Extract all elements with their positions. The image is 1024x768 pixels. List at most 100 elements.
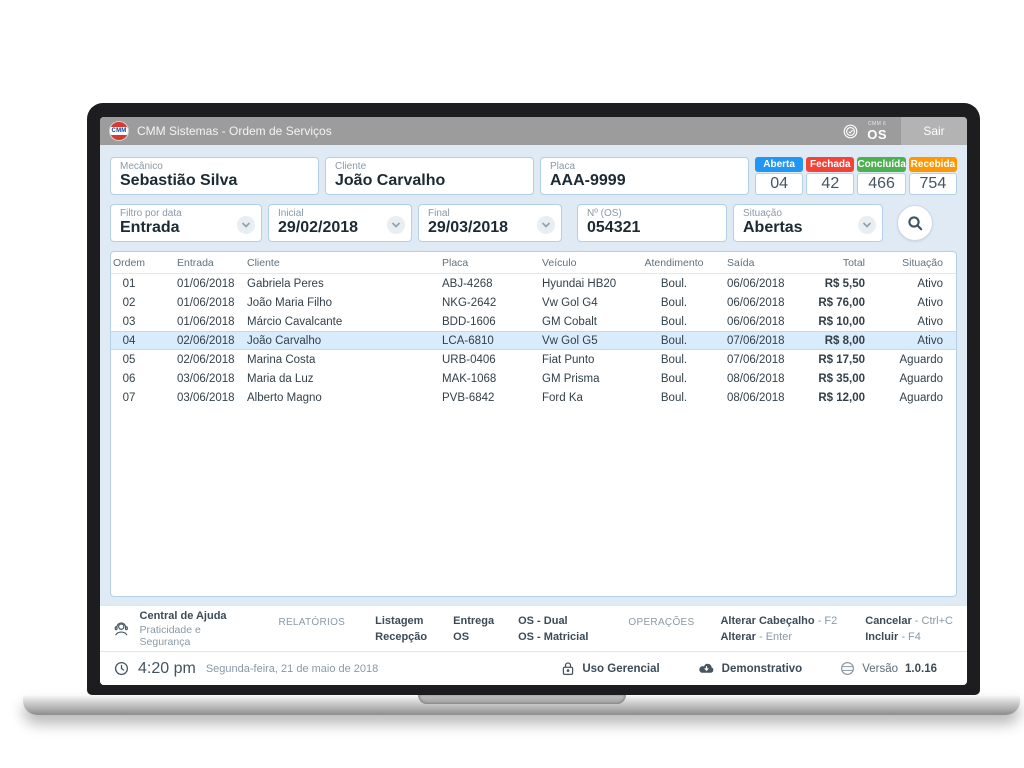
shortcut-key: - F4: [901, 630, 921, 643]
table-row[interactable]: 01 01/06/2018 Gabriela Peres ABJ-4268 Hy…: [111, 274, 956, 293]
report-os-matricial[interactable]: OS - Matricial: [518, 630, 589, 643]
cell-situacao: Ativo: [917, 315, 943, 328]
op-incluir[interactable]: Incluir - F4: [865, 630, 921, 643]
table-row[interactable]: 02 01/06/2018 João Maria Filho NKG-2642 …: [111, 293, 956, 312]
end-date-select[interactable]: Final 29/03/2018: [418, 204, 562, 242]
plate-field[interactable]: Placa AAA-9999: [540, 157, 749, 195]
situation-select[interactable]: Situação Abertas: [733, 204, 883, 242]
help-subtitle: Praticidade e Segurança: [139, 623, 201, 648]
cell-total: R$ 17,50: [818, 353, 865, 366]
cell-saida: 08/06/2018: [727, 391, 785, 404]
chevron-down-icon[interactable]: [858, 216, 876, 234]
table-row[interactable]: 06 03/06/2018 Maria da Luz MAK-1068 GM P…: [111, 369, 956, 388]
cmm-logo-icon: CMM: [110, 122, 128, 140]
os-badge-small-text: CMM 6: [868, 120, 887, 127]
exit-button[interactable]: Sair: [901, 117, 967, 145]
laptop-notch: [417, 695, 626, 704]
col-atendimento: Atendimento: [644, 256, 704, 269]
cell-entrada: 01/06/2018: [177, 296, 235, 309]
table-row[interactable]: 04 02/06/2018 João Carvalho LCA-6810 Vw …: [111, 331, 956, 350]
cell-ordem: 01: [122, 277, 136, 290]
chevron-down-icon[interactable]: [237, 216, 255, 234]
cell-ordem: 07: [122, 391, 136, 404]
operations-col-1: Alterar Cabeçalho - F2 Alterar - Enter: [720, 615, 837, 643]
search-button[interactable]: [897, 205, 933, 241]
report-os[interactable]: OS: [453, 630, 470, 643]
status-count: 04: [755, 173, 804, 195]
reports-col-3: OS - Dual OS - Matricial: [518, 615, 588, 643]
table-body: 01 01/06/2018 Gabriela Peres ABJ-4268 Hy…: [111, 274, 956, 407]
col-situacao: Situação: [902, 256, 943, 269]
mechanic-field[interactable]: Mecânico Sebastião Silva: [110, 157, 319, 195]
cell-entrada: 02/06/2018: [177, 353, 235, 366]
date-filter-select[interactable]: Filtro por data Entrada: [110, 204, 262, 242]
cell-placa: BDD-1606: [442, 315, 496, 328]
cell-veiculo: GM Cobalt: [542, 315, 597, 328]
help-center[interactable]: Central de Ajuda Praticidade e Segurança: [112, 610, 236, 648]
start-date-value: 29/02/2018: [278, 219, 359, 236]
client-field[interactable]: Cliente João Carvalho: [325, 157, 534, 195]
cell-veiculo: Ford Ka: [542, 391, 583, 404]
reports-section-label: RELATÓRIOS: [278, 617, 346, 628]
status-counter-recebida: Recebida 754: [908, 157, 957, 195]
search-icon: [907, 215, 922, 230]
mechanic-value: Sebastião Silva: [120, 172, 238, 189]
report-recepcao[interactable]: Recepção: [375, 630, 428, 643]
cloud-download-icon: [698, 663, 714, 673]
license-mode: Demonstrativo: [698, 662, 802, 675]
op-alterar-cabecalho[interactable]: Alterar Cabeçalho - F2: [720, 614, 838, 627]
current-time: 4:20 pm: [138, 659, 196, 677]
col-ordem: Ordem: [112, 256, 146, 269]
table-row[interactable]: 05 02/06/2018 Marina Costa URB-0406 Fiat…: [111, 350, 956, 369]
status-badge: Aberta: [755, 157, 804, 172]
cell-atendimento: Boul.: [660, 391, 688, 404]
col-saida: Saída: [727, 256, 755, 269]
cell-atendimento: Boul.: [660, 315, 688, 328]
report-entrega[interactable]: Entrega: [453, 614, 495, 627]
chevron-down-icon[interactable]: [387, 216, 405, 234]
cell-placa: URB-0406: [442, 353, 496, 366]
title-bar: CMM CMM Sistemas - Ordem de Serviços CMM…: [100, 117, 967, 145]
start-date-select[interactable]: Inicial 29/02/2018: [268, 204, 412, 242]
os-number-value: 054321: [587, 219, 641, 236]
os-number-field[interactable]: Nº (OS) 054321: [577, 204, 727, 242]
col-total: Total: [842, 256, 865, 269]
cell-placa: ABJ-4268: [442, 277, 493, 290]
version-number: 1.0.16: [905, 662, 937, 675]
laptop-mockup: CMM CMM Sistemas - Ordem de Serviços CMM…: [23, 103, 1020, 715]
client-label: Cliente: [335, 161, 367, 172]
table-header: Ordem Entrada Cliente Placa Veículo Aten…: [111, 252, 956, 274]
cell-atendimento: Boul.: [660, 372, 688, 385]
cell-veiculo: Vw Gol G5: [542, 334, 598, 347]
date-filter-value: Entrada: [120, 219, 180, 236]
cell-veiculo: GM Prisma: [542, 372, 600, 385]
start-date-label: Inicial: [278, 208, 304, 219]
op-cancelar[interactable]: Cancelar - Ctrl+C: [865, 614, 953, 627]
status-badge: Concluída: [857, 157, 906, 172]
cell-entrada: 03/06/2018: [177, 372, 235, 385]
laptop-bezel: CMM CMM Sistemas - Ordem de Serviços CMM…: [87, 103, 980, 695]
table-row[interactable]: 03 01/06/2018 Márcio Cavalcante BDD-1606…: [111, 312, 956, 331]
cell-veiculo: Vw Gol G4: [542, 296, 598, 309]
usage-mode: Uso Gerencial: [561, 661, 660, 676]
cell-total: R$ 12,00: [818, 391, 865, 404]
cell-total: R$ 8,00: [824, 334, 865, 347]
chevron-down-icon[interactable]: [537, 216, 555, 234]
situation-label: Situação: [743, 208, 782, 219]
globe-icon: [841, 661, 855, 676]
os-badge: CMM 6 OS: [867, 120, 887, 141]
cell-placa: NKG-2642: [442, 296, 497, 309]
cell-total: R$ 10,00: [818, 315, 865, 328]
cell-atendimento: Boul.: [660, 334, 688, 347]
table-row[interactable]: 07 03/06/2018 Alberto Magno PVB-6842 For…: [111, 388, 956, 407]
col-cliente: Cliente: [247, 256, 280, 269]
report-os-dual[interactable]: OS - Dual: [518, 614, 568, 627]
date-filter-label: Filtro por data: [120, 208, 182, 219]
cell-situacao: Ativo: [917, 296, 943, 309]
op-alterar[interactable]: Alterar - Enter: [720, 630, 793, 643]
report-listagem[interactable]: Listagem: [375, 614, 424, 627]
cell-saida: 07/06/2018: [727, 353, 785, 366]
cell-ordem: 04: [122, 334, 136, 347]
status-bar: 4:20 pm Segunda-feira, 21 de maio de 201…: [100, 651, 967, 685]
